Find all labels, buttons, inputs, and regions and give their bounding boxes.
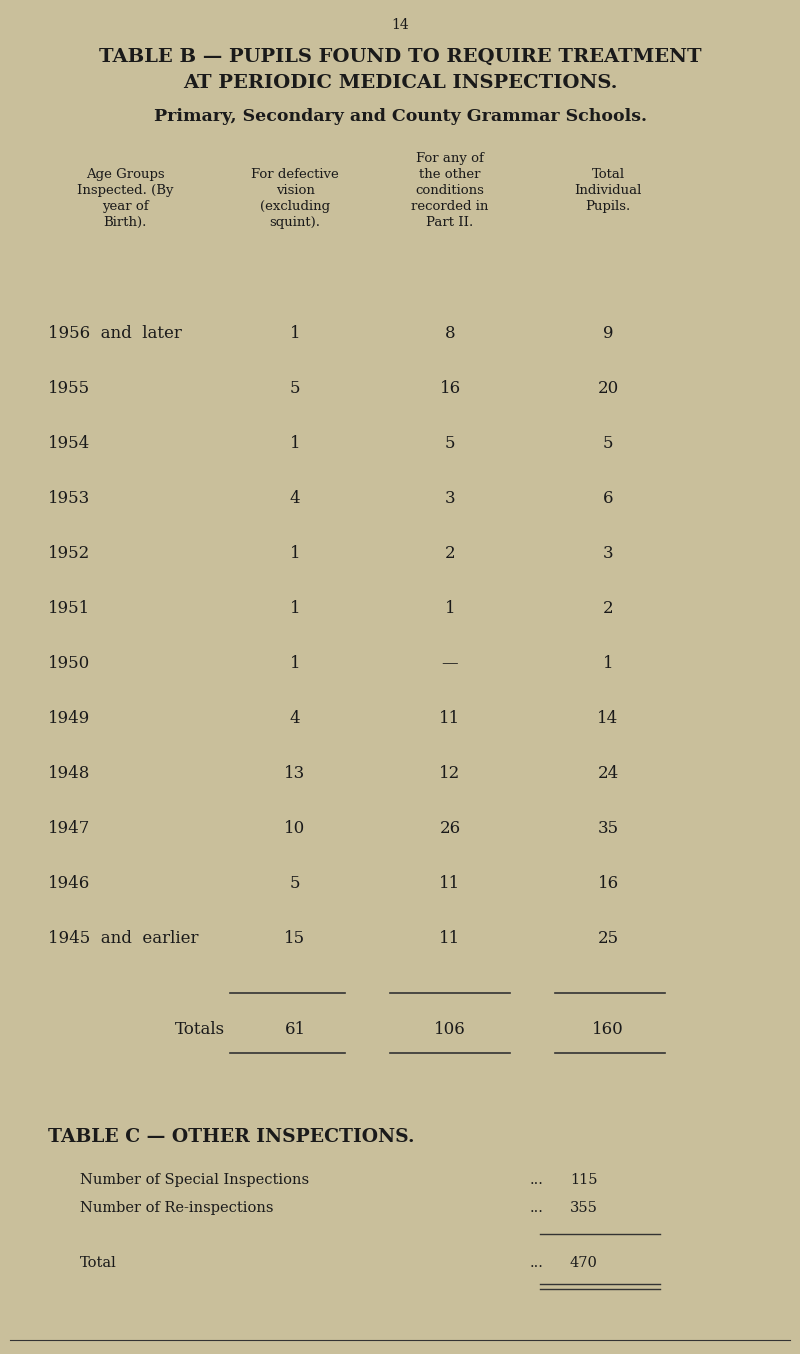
Text: 1946: 1946 [48, 875, 90, 892]
Text: vision: vision [275, 184, 314, 196]
Text: For any of: For any of [416, 152, 484, 165]
Text: Number of Re-inspections: Number of Re-inspections [80, 1201, 274, 1215]
Text: 26: 26 [439, 821, 461, 837]
Text: 14: 14 [391, 18, 409, 32]
Text: Primary, Secondary and County Grammar Schools.: Primary, Secondary and County Grammar Sc… [154, 108, 646, 125]
Text: 13: 13 [284, 765, 306, 783]
Text: —: — [442, 655, 458, 672]
Text: 1947: 1947 [48, 821, 90, 837]
Text: 9: 9 [602, 325, 614, 343]
Text: 1: 1 [290, 655, 300, 672]
Text: Part II.: Part II. [426, 217, 474, 229]
Text: 2: 2 [445, 546, 455, 562]
Text: Number of Special Inspections: Number of Special Inspections [80, 1173, 309, 1187]
Text: 1: 1 [602, 655, 614, 672]
Text: 1956  and  later: 1956 and later [48, 325, 182, 343]
Text: 5: 5 [445, 435, 455, 452]
Text: 16: 16 [598, 875, 618, 892]
Text: 1955: 1955 [48, 380, 90, 397]
Text: Birth).: Birth). [103, 217, 146, 229]
Text: 24: 24 [598, 765, 618, 783]
Text: 1950: 1950 [48, 655, 90, 672]
Text: 1: 1 [290, 435, 300, 452]
Text: 61: 61 [285, 1021, 306, 1039]
Text: 5: 5 [290, 380, 300, 397]
Text: 5: 5 [602, 435, 614, 452]
Text: 11: 11 [439, 709, 461, 727]
Text: 1: 1 [290, 600, 300, 617]
Text: 1954: 1954 [48, 435, 90, 452]
Text: 106: 106 [434, 1021, 466, 1039]
Text: Individual: Individual [574, 184, 642, 196]
Text: 11: 11 [439, 930, 461, 946]
Text: squint).: squint). [270, 217, 321, 229]
Text: 2: 2 [602, 600, 614, 617]
Text: Total: Total [591, 168, 625, 181]
Text: ...: ... [530, 1173, 544, 1187]
Text: 1945  and  earlier: 1945 and earlier [48, 930, 198, 946]
Text: Inspected. (By: Inspected. (By [77, 184, 174, 196]
Text: 4: 4 [290, 490, 300, 506]
Text: year of: year of [102, 200, 148, 213]
Text: conditions: conditions [415, 184, 485, 196]
Text: 4: 4 [290, 709, 300, 727]
Text: 1: 1 [445, 600, 455, 617]
Text: 3: 3 [602, 546, 614, 562]
Text: 1951: 1951 [48, 600, 90, 617]
Text: 1: 1 [290, 546, 300, 562]
Text: 1948: 1948 [48, 765, 90, 783]
Text: 25: 25 [598, 930, 618, 946]
Text: Totals: Totals [175, 1021, 225, 1039]
Text: 14: 14 [598, 709, 618, 727]
Text: For defective: For defective [251, 168, 339, 181]
Text: 16: 16 [439, 380, 461, 397]
Text: recorded in: recorded in [411, 200, 489, 213]
Text: 470: 470 [570, 1257, 598, 1270]
Text: 6: 6 [602, 490, 614, 506]
Text: 15: 15 [285, 930, 306, 946]
Text: 160: 160 [592, 1021, 624, 1039]
Text: Age Groups: Age Groups [86, 168, 164, 181]
Text: 3: 3 [445, 490, 455, 506]
Text: 12: 12 [439, 765, 461, 783]
Text: Pupils.: Pupils. [586, 200, 630, 213]
Text: 35: 35 [598, 821, 618, 837]
Text: 1949: 1949 [48, 709, 90, 727]
Text: 1952: 1952 [48, 546, 90, 562]
Text: AT PERIODIC MEDICAL INSPECTIONS.: AT PERIODIC MEDICAL INSPECTIONS. [182, 74, 618, 92]
Text: 355: 355 [570, 1201, 598, 1215]
Text: TABLE C — OTHER INSPECTIONS.: TABLE C — OTHER INSPECTIONS. [48, 1128, 414, 1145]
Text: 10: 10 [284, 821, 306, 837]
Text: TABLE B — PUPILS FOUND TO REQUIRE TREATMENT: TABLE B — PUPILS FOUND TO REQUIRE TREATM… [98, 47, 702, 66]
Text: 115: 115 [570, 1173, 598, 1187]
Text: the other: the other [419, 168, 481, 181]
Text: 1953: 1953 [48, 490, 90, 506]
Text: 11: 11 [439, 875, 461, 892]
Text: 20: 20 [598, 380, 618, 397]
Text: 5: 5 [290, 875, 300, 892]
Text: 1: 1 [290, 325, 300, 343]
Text: ...: ... [530, 1201, 544, 1215]
Text: 8: 8 [445, 325, 455, 343]
Text: Total: Total [80, 1257, 117, 1270]
Text: ...: ... [530, 1257, 544, 1270]
Text: (excluding: (excluding [260, 200, 330, 213]
